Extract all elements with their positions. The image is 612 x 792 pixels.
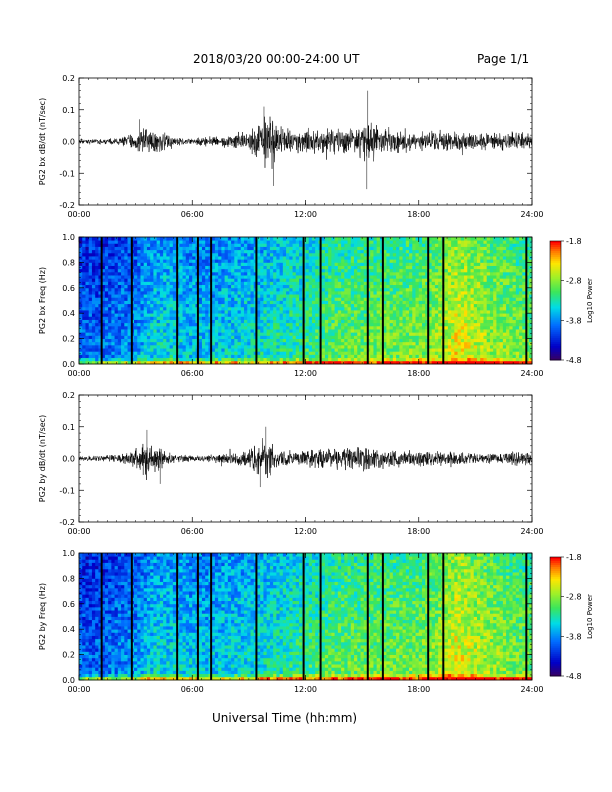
x-tick-label: 18:00 <box>407 210 430 219</box>
colorbar-frame <box>549 556 562 677</box>
y-tick-label: 0.0 <box>62 676 75 685</box>
x-tick-label: 00:00 <box>67 685 90 694</box>
colorbar-tick-label: -3.8 <box>566 316 582 325</box>
x-tick-label: 06:00 <box>181 210 204 219</box>
y-axis-title: PG2 by dB/dt (nT/sec) <box>38 415 47 502</box>
x-tick-label: 12:00 <box>294 527 317 536</box>
y-axis-title: PG2 by Freq (Hz) <box>38 583 47 650</box>
colorbar-title: Log10 Power <box>586 278 594 323</box>
y-tick-label: 0.8 <box>62 258 75 267</box>
y-tick-label: 0.2 <box>62 651 75 660</box>
colorbar-tick-label: -1.8 <box>566 553 582 562</box>
x-tick-label: 12:00 <box>294 210 317 219</box>
y-tick-label: 0.6 <box>62 600 75 609</box>
colorbar-tick-label: -4.8 <box>566 356 582 365</box>
y-tick-label: 0.2 <box>62 391 75 400</box>
colorbar-frame <box>549 240 562 361</box>
x-tick-label: 18:00 <box>407 685 430 694</box>
y-tick-label: 0.0 <box>62 138 75 147</box>
waveform-trace <box>78 426 533 488</box>
colorbar <box>550 557 561 677</box>
y-tick-label: -0.1 <box>59 169 75 178</box>
x-tick-label: 00:00 <box>67 527 90 536</box>
x-tick-label: 06:00 <box>181 527 204 536</box>
colorbar-tick-label: -2.8 <box>566 277 582 286</box>
colorbar-tick-label: -4.8 <box>566 672 582 681</box>
colorbar-tick-label: -3.8 <box>566 632 582 641</box>
page-number: Page 1/1 <box>477 52 530 66</box>
page-title: 2018/03/20 00:00-24:00 UT <box>193 52 360 66</box>
y-tick-label: 0.4 <box>62 625 75 634</box>
y-tick-label: 0.4 <box>62 309 75 318</box>
y-tick-label: 0.6 <box>62 284 75 293</box>
x-tick-label: 24:00 <box>520 685 543 694</box>
x-tick-label: 00:00 <box>67 369 90 378</box>
y-tick-label: 0.8 <box>62 574 75 583</box>
y-tick-label: 0.1 <box>62 106 75 115</box>
y-tick-label: 0.0 <box>62 455 75 464</box>
x-tick-label: 06:00 <box>181 685 204 694</box>
colorbar <box>550 241 561 361</box>
y-tick-label: 0.2 <box>62 335 75 344</box>
y-axis-title: PG2 bx dB/dt (nT/sec) <box>38 98 47 185</box>
x-tick-label: 12:00 <box>294 685 317 694</box>
y-tick-label: 0.2 <box>62 74 75 83</box>
colorbar-tick-label: -2.8 <box>566 593 582 602</box>
y-tick-label: 0.0 <box>62 360 75 369</box>
x-tick-label: 12:00 <box>294 369 317 378</box>
x-tick-label: 24:00 <box>520 210 543 219</box>
y-axis-title: PG2 bx Freq (Hz) <box>38 267 47 334</box>
y-tick-label: -0.1 <box>59 486 75 495</box>
x-tick-label: 24:00 <box>520 369 543 378</box>
x-tick-label: 24:00 <box>520 527 543 536</box>
y-tick-label: 0.1 <box>62 423 75 432</box>
colorbar-title: Log10 Power <box>586 594 594 639</box>
x-tick-label: 18:00 <box>407 527 430 536</box>
x-tick-label: 00:00 <box>67 210 90 219</box>
x-tick-label: 06:00 <box>181 369 204 378</box>
spectrogram-cells <box>79 237 533 365</box>
waveform-trace <box>78 90 533 190</box>
y-tick-label: 1.0 <box>62 549 75 558</box>
y-tick-label: -0.2 <box>59 201 75 210</box>
x-tick-label: 18:00 <box>407 369 430 378</box>
x-axis-title: Universal Time (hh:mm) <box>212 711 358 725</box>
colorbar-tick-label: -1.8 <box>566 237 582 246</box>
spectrogram-cells <box>79 553 533 681</box>
y-tick-label: -0.2 <box>59 518 75 527</box>
y-tick-label: 1.0 <box>62 233 75 242</box>
